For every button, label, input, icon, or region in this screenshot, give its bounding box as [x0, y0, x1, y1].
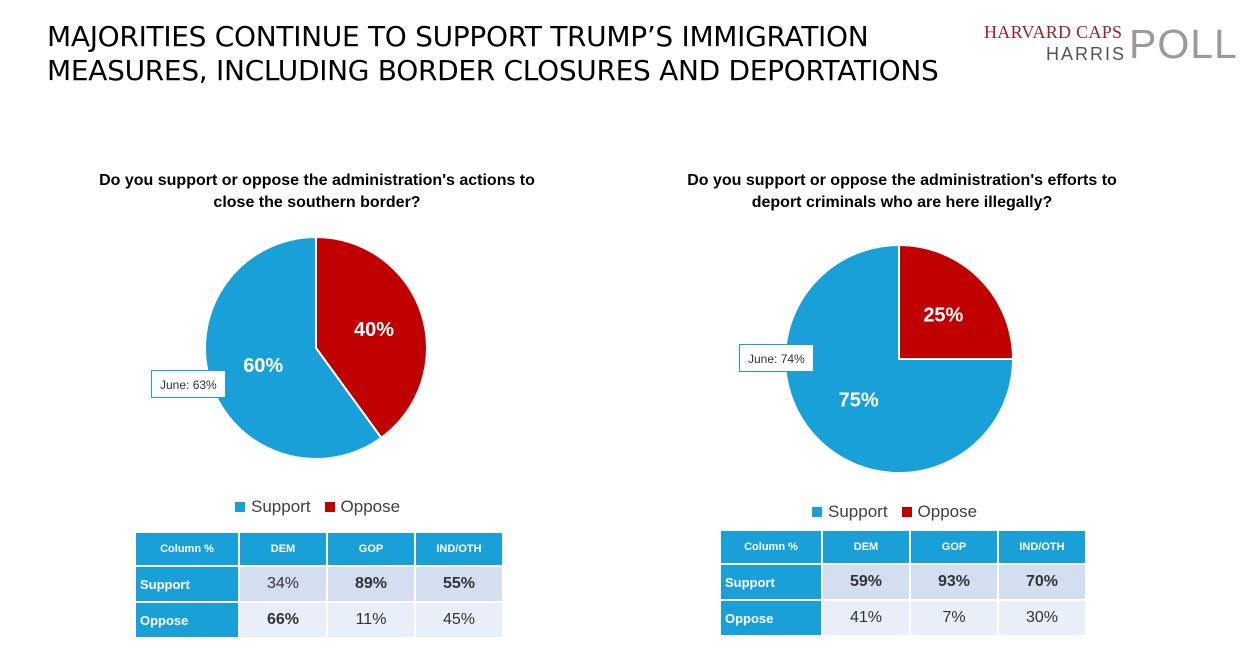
- table-cell: 41%: [821, 599, 911, 637]
- legend-label-oppose: Oppose: [917, 502, 978, 521]
- question-line-1: Do you support or oppose the administrat…: [99, 172, 535, 189]
- table-cell: 59%: [821, 563, 911, 601]
- question-line-1: Do you support or oppose the administrat…: [687, 172, 1117, 189]
- chart-question: Do you support or oppose the administrat…: [657, 170, 1147, 214]
- table-cell: 34%: [238, 565, 328, 603]
- pie-label-oppose: 25%: [923, 305, 963, 327]
- row-label: Oppose: [134, 601, 240, 639]
- question-line-2: close the southern border?: [213, 194, 421, 211]
- legend-item-support: Support: [235, 497, 311, 517]
- legend-label-support: Support: [251, 497, 311, 516]
- legend-label-oppose: Oppose: [340, 497, 401, 516]
- row-label: Support: [134, 565, 240, 603]
- june-callout: June: 74%: [739, 344, 814, 372]
- chart-legend: Support Oppose: [812, 502, 991, 522]
- legend-item-support: Support: [812, 502, 888, 522]
- table-row: Oppose 66% 11% 45%: [134, 601, 504, 639]
- table-header-row: Column % DEM GOP IND/OTH: [719, 529, 1087, 565]
- title-line-1: MAJORITIES CONTINUE TO SUPPORT TRUMP’S I…: [47, 20, 869, 53]
- pie-label-support: 60%: [243, 355, 283, 377]
- pie-chart-border-closure: 40% 60%: [204, 235, 428, 460]
- table-header-row: Column % DEM GOP IND/OTH: [134, 531, 504, 567]
- logo-line-2: HARRIS: [1046, 44, 1127, 64]
- column-header: DEM: [821, 529, 911, 565]
- chart-legend: Support Oppose: [235, 497, 414, 517]
- logo-line-3: POLL: [1129, 21, 1238, 67]
- party-breakdown-table: Column % DEM GOP IND/OTH Support 34% 89%…: [134, 531, 504, 639]
- chart-question: Do you support or oppose the administrat…: [72, 170, 562, 214]
- table-cell: 7%: [909, 599, 999, 637]
- column-header: DEM: [238, 531, 328, 567]
- pie-chart-deportations: 25% 75%: [784, 243, 1015, 474]
- row-label: Support: [719, 563, 823, 601]
- column-header: Column %: [719, 529, 823, 565]
- column-header: GOP: [909, 529, 999, 565]
- logo-line-1: HARVARD CAPS: [984, 22, 1123, 42]
- pie-slice-oppose: [898, 243, 1015, 360]
- column-header: GOP: [326, 531, 416, 567]
- legend-item-oppose: Oppose: [901, 502, 978, 522]
- table-row: Support 59% 93% 70%: [719, 563, 1087, 601]
- table-cell: 55%: [414, 565, 504, 603]
- table-cell: 66%: [238, 601, 328, 639]
- pie-slice-oppose: [315, 235, 428, 440]
- legend-label-support: Support: [828, 502, 888, 521]
- table-cell: 70%: [997, 563, 1087, 601]
- party-breakdown-table: Column % DEM GOP IND/OTH Support 59% 93%…: [719, 529, 1087, 637]
- pie-slice-support: [784, 243, 1015, 474]
- table-row: Support 34% 89% 55%: [134, 565, 504, 603]
- column-header: IND/OTH: [997, 529, 1087, 565]
- legend-swatch-oppose: [324, 502, 335, 512]
- legend-swatch-oppose: [901, 507, 912, 517]
- legend-item-oppose: Oppose: [324, 497, 401, 517]
- question-line-2: deport criminals who are here illegally?: [751, 194, 1053, 211]
- page-title: MAJORITIES CONTINUE TO SUPPORT TRUMP’S I…: [47, 20, 947, 88]
- legend-swatch-support: [235, 502, 245, 512]
- table-cell: 93%: [909, 563, 999, 601]
- title-line-2: MEASURES, INCLUDING BORDER CLOSURES AND …: [47, 54, 939, 87]
- table-cell: 11%: [326, 601, 416, 639]
- column-header: IND/OTH: [414, 531, 504, 567]
- table-row: Oppose 41% 7% 30%: [719, 599, 1087, 637]
- column-header: Column %: [134, 531, 240, 567]
- table-cell: 30%: [997, 599, 1087, 637]
- june-callout: June: 63%: [151, 370, 226, 398]
- table-cell: 89%: [326, 565, 416, 603]
- legend-swatch-support: [812, 507, 822, 517]
- row-label: Oppose: [719, 599, 823, 637]
- harvard-caps-harris-poll-logo: HARVARD CAPS HARRIS POLL: [984, 22, 1237, 66]
- pie-label-oppose: 40%: [354, 319, 394, 341]
- table-cell: 45%: [414, 601, 504, 639]
- pie-label-support: 75%: [839, 389, 879, 411]
